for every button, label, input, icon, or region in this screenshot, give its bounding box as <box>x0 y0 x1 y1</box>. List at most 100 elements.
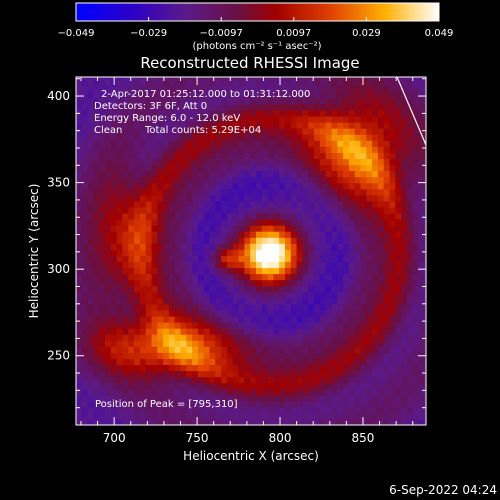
heatmap-cell <box>128 328 135 335</box>
heatmap-cell <box>145 77 153 81</box>
heatmap-cell <box>261 364 269 372</box>
heatmap-cell <box>110 352 118 359</box>
heatmap-cell <box>412 406 420 414</box>
heatmap-cell <box>383 176 391 184</box>
heatmap-cell <box>296 249 303 256</box>
heatmap-cell <box>418 176 425 184</box>
heatmap-cell <box>122 291 129 299</box>
heatmap-cell <box>406 400 414 408</box>
heatmap-cell <box>157 340 164 347</box>
heatmap-cell <box>285 91 292 99</box>
heatmap-cell <box>366 219 373 226</box>
heatmap-cell <box>163 140 170 147</box>
heatmap-cell <box>174 134 182 141</box>
heatmap-cell <box>87 134 94 141</box>
heatmap-cell <box>383 406 391 414</box>
heatmap-cell <box>366 103 373 111</box>
heatmap-cell <box>81 297 89 305</box>
heatmap-cell <box>157 188 164 196</box>
heatmap-cell <box>209 212 216 220</box>
heatmap-cell <box>314 219 321 226</box>
heatmap-cell <box>145 182 153 190</box>
heatmap-cell <box>308 79 315 87</box>
heatmap-cell <box>331 146 338 153</box>
heatmap-cell <box>279 77 286 81</box>
heatmap-cell <box>354 158 362 166</box>
heatmap-cell <box>348 309 356 317</box>
heatmap-cell <box>331 418 338 425</box>
heatmap-cell <box>110 322 118 329</box>
heatmap-cell <box>168 77 176 81</box>
heatmap-cell <box>302 176 309 184</box>
heatmap-cell <box>203 285 211 293</box>
heatmap-cell <box>87 164 94 172</box>
heatmap-cell <box>279 267 286 275</box>
heatmap-cell <box>256 309 263 317</box>
heatmap-cell <box>180 418 187 425</box>
heatmap-cell <box>232 164 240 172</box>
heatmap-cell <box>163 116 170 123</box>
heatmap-cell <box>180 91 187 99</box>
heatmap-cell <box>250 328 257 335</box>
heatmap-cell <box>203 412 211 420</box>
heatmap-cell <box>395 128 402 135</box>
heatmap-cell <box>250 340 257 347</box>
heatmap-cell <box>377 370 385 378</box>
heatmap-cell <box>232 91 240 99</box>
heatmap-cell <box>383 364 391 372</box>
heatmap-cell <box>314 267 321 275</box>
heatmap-cell <box>174 388 182 396</box>
heatmap-cell <box>406 158 414 166</box>
heatmap-cell <box>377 170 385 178</box>
heatmap-cell <box>314 315 321 323</box>
heatmap-cell <box>122 219 129 226</box>
heatmap-cell <box>354 309 362 317</box>
heatmap-cell <box>395 200 402 208</box>
heatmap-cell <box>256 116 263 123</box>
heatmap-cell <box>105 273 112 281</box>
heatmap-cell <box>226 170 234 178</box>
heatmap-cell <box>372 85 379 93</box>
heatmap-cell <box>395 116 402 123</box>
heatmap-cell <box>174 77 182 81</box>
heatmap-cell <box>273 77 280 81</box>
heatmap-cell <box>360 370 367 378</box>
heatmap-cell <box>250 400 257 408</box>
heatmap-cell <box>174 364 182 372</box>
heatmap-cell <box>401 188 408 196</box>
heatmap-cell <box>389 291 396 299</box>
heatmap-cell <box>163 97 170 105</box>
heatmap-cell <box>319 116 327 123</box>
heatmap-cell <box>389 85 396 93</box>
heatmap-cell <box>325 400 332 408</box>
heatmap-cell <box>93 170 100 178</box>
heatmap-cell <box>418 406 425 414</box>
heatmap-cell <box>157 79 164 87</box>
heatmap-cell <box>209 400 216 408</box>
heatmap-cell <box>296 77 303 81</box>
heatmap-cell <box>145 285 153 293</box>
heatmap-cell <box>209 249 216 256</box>
heatmap-cell <box>203 219 211 226</box>
heatmap-cell <box>256 152 263 159</box>
heatmap-cell <box>279 164 286 172</box>
heatmap-cell <box>401 109 408 117</box>
heatmap-cell <box>209 243 216 250</box>
heatmap-cell <box>110 261 118 269</box>
heatmap-cell <box>197 128 205 135</box>
heatmap-cell <box>325 79 332 87</box>
heatmap-cell <box>348 206 356 214</box>
heatmap-cell <box>261 140 269 147</box>
heatmap-cell <box>209 109 216 117</box>
heatmap-cell <box>221 346 228 353</box>
heatmap-cell <box>221 206 228 214</box>
heatmap-cell <box>99 79 106 87</box>
heatmap-cell <box>348 388 356 396</box>
heatmap-cell <box>325 382 332 390</box>
heatmap-cell <box>134 303 141 311</box>
heatmap-cell <box>180 206 187 214</box>
heatmap-cell <box>163 164 170 172</box>
heatmap-cell <box>261 243 269 250</box>
heatmap-cell <box>122 134 129 141</box>
heatmap-cell <box>337 97 344 105</box>
